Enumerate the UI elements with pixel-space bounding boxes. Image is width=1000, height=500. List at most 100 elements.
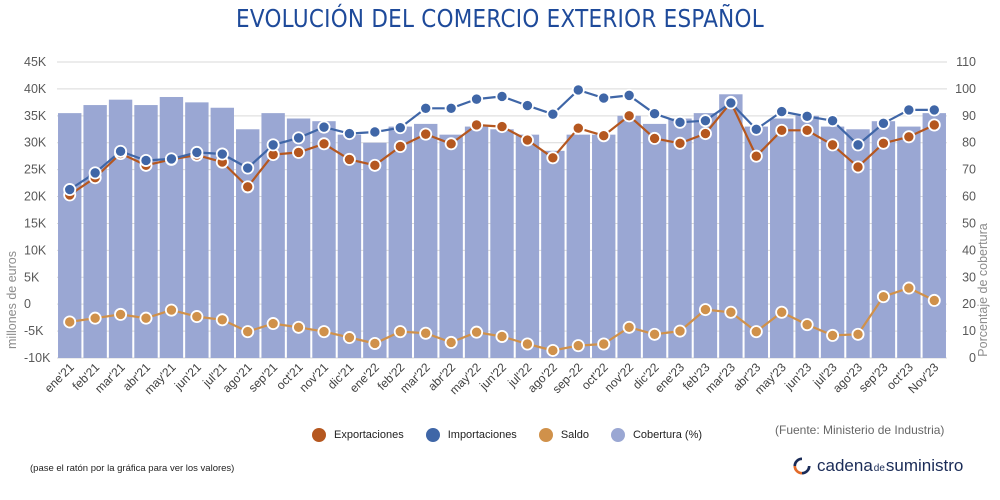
legend-item-cobertura[interactable]: Cobertura (%) — [610, 428, 702, 442]
importaciones-marker[interactable] — [317, 120, 331, 134]
cobertura-bar[interactable] — [58, 113, 82, 358]
saldo-marker[interactable] — [114, 307, 128, 321]
cobertura-bar[interactable] — [388, 126, 412, 358]
exportaciones-marker[interactable] — [241, 180, 255, 194]
exportaciones-marker[interactable] — [826, 138, 840, 152]
importaciones-marker[interactable] — [88, 166, 102, 180]
exportaciones-marker[interactable] — [419, 127, 433, 141]
cobertura-bar[interactable] — [414, 123, 438, 359]
cobertura-bar[interactable] — [312, 121, 336, 358]
saldo-marker[interactable] — [927, 293, 941, 307]
exportaciones-marker[interactable] — [622, 109, 636, 123]
cobertura-bar[interactable] — [820, 126, 845, 358]
cobertura-bar[interactable] — [642, 123, 667, 359]
importaciones-marker[interactable] — [927, 103, 941, 117]
importaciones-marker[interactable] — [902, 103, 916, 117]
importaciones-marker[interactable] — [876, 116, 890, 130]
series-markers[interactable] — [63, 83, 941, 357]
exportaciones-marker[interactable] — [673, 136, 687, 150]
cobertura-bar[interactable] — [693, 113, 718, 358]
exportaciones-marker[interactable] — [775, 123, 789, 137]
cobertura-bar[interactable] — [286, 118, 311, 358]
importaciones-marker[interactable] — [292, 131, 306, 145]
exportaciones-marker[interactable] — [292, 145, 306, 159]
importaciones-marker[interactable] — [851, 138, 865, 152]
importaciones-marker[interactable] — [470, 92, 484, 106]
legend-item-importaciones[interactable]: Importaciones — [425, 428, 517, 442]
cobertura-bar[interactable] — [770, 118, 794, 358]
saldo-marker[interactable] — [292, 320, 306, 334]
cobertura-bar[interactable] — [490, 129, 514, 358]
cobertura-bar[interactable] — [337, 134, 362, 358]
cobertura-bar[interactable] — [159, 96, 184, 359]
cobertura-bar[interactable] — [719, 94, 743, 359]
cobertura-bar[interactable] — [617, 115, 641, 359]
saldo-marker[interactable] — [470, 325, 484, 339]
saldo-marker[interactable] — [444, 335, 458, 349]
exportaciones-marker[interactable] — [698, 127, 712, 141]
importaciones-marker[interactable] — [164, 152, 178, 166]
importaciones-marker[interactable] — [190, 145, 204, 159]
importaciones-marker[interactable] — [622, 88, 636, 102]
cobertura-bar[interactable] — [134, 105, 158, 359]
exportaciones-marker[interactable] — [648, 131, 662, 145]
exportaciones-marker[interactable] — [851, 160, 865, 174]
importaciones-marker[interactable] — [546, 107, 560, 121]
importaciones-marker[interactable] — [241, 161, 255, 175]
saldo-marker[interactable] — [800, 318, 814, 332]
saldo-marker[interactable] — [266, 317, 280, 331]
importaciones-marker[interactable] — [571, 83, 585, 97]
importaciones-marker[interactable] — [775, 105, 789, 119]
cobertura-bar[interactable] — [541, 150, 565, 358]
saldo-marker[interactable] — [88, 311, 102, 325]
exportaciones-marker[interactable] — [876, 136, 890, 150]
importaciones-marker[interactable] — [495, 89, 509, 103]
legend-item-exportaciones[interactable]: Exportaciones — [312, 428, 404, 442]
importaciones-marker[interactable] — [419, 101, 433, 115]
importaciones-marker[interactable] — [393, 121, 407, 135]
saldo-marker[interactable] — [826, 328, 840, 342]
importaciones-marker[interactable] — [139, 153, 153, 167]
exportaciones-marker[interactable] — [470, 118, 484, 132]
importaciones-marker[interactable] — [597, 91, 611, 105]
exportaciones-marker[interactable] — [495, 120, 509, 134]
saldo-marker[interactable] — [63, 315, 77, 329]
importaciones-marker[interactable] — [520, 99, 534, 113]
cobertura-bar[interactable] — [744, 126, 768, 358]
cobertura-bar[interactable] — [210, 107, 234, 358]
exportaciones-marker[interactable] — [800, 123, 814, 137]
saldo-marker[interactable] — [673, 324, 687, 338]
saldo-marker[interactable] — [851, 327, 865, 341]
saldo-marker[interactable] — [317, 325, 331, 339]
exportaciones-marker[interactable] — [546, 151, 560, 165]
importaciones-marker[interactable] — [648, 107, 662, 121]
cobertura-bar[interactable] — [363, 142, 387, 358]
exportaciones-marker[interactable] — [393, 139, 407, 153]
saldo-marker[interactable] — [190, 310, 204, 324]
saldo-marker[interactable] — [622, 320, 636, 334]
cobertura-bar[interactable] — [108, 99, 133, 358]
saldo-marker[interactable] — [164, 303, 178, 317]
cobertura-bar[interactable] — [261, 113, 285, 358]
saldo-marker[interactable] — [724, 305, 738, 319]
cobertura-bar[interactable] — [592, 134, 616, 358]
saldo-marker[interactable] — [876, 290, 890, 304]
importaciones-marker[interactable] — [368, 125, 382, 139]
cobertura-bar[interactable] — [185, 102, 209, 358]
exportaciones-marker[interactable] — [927, 118, 941, 132]
cobertura-bar[interactable] — [439, 134, 463, 358]
importaciones-marker[interactable] — [724, 96, 738, 110]
cobertura-bar[interactable] — [897, 126, 921, 358]
importaciones-marker[interactable] — [800, 109, 814, 123]
exportaciones-marker[interactable] — [597, 129, 611, 143]
importaciones-marker[interactable] — [698, 114, 712, 128]
legend-item-saldo[interactable]: Saldo — [538, 428, 589, 442]
importaciones-marker[interactable] — [673, 115, 687, 129]
importaciones-marker[interactable] — [826, 114, 840, 128]
saldo-marker[interactable] — [597, 337, 611, 351]
saldo-marker[interactable] — [775, 305, 789, 319]
cobertura-bar[interactable] — [515, 134, 540, 358]
cobertura-bar[interactable] — [846, 129, 870, 358]
importaciones-marker[interactable] — [114, 144, 128, 158]
saldo-marker[interactable] — [419, 326, 433, 340]
